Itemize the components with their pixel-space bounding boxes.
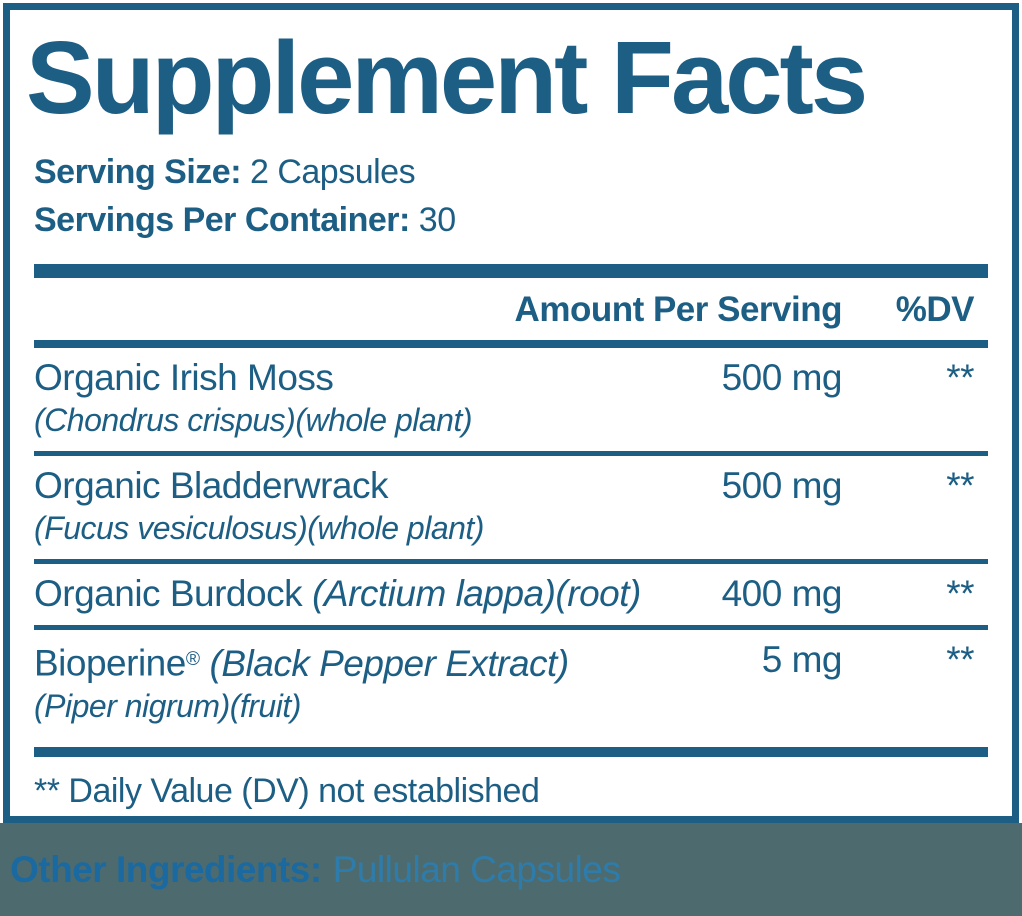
table-header-underline [34,340,988,349]
ingredient-latin-inline: (Arctium lappa)(root) [312,573,641,615]
table-header-row: Amount Per Serving %DV [34,290,988,330]
ingredient-row-burdock: Organic Burdock (Arctium lappa)(root) 400… [34,564,988,625]
panel-title: Supplement Facts [26,20,868,135]
servings-per-container-label: Servings Per Container: [34,201,410,240]
ingredient-amount: 500 mg [721,357,843,399]
ingredient-main-line: Organic Bladderwrack 500 mg ** [34,464,975,507]
ingredient-latin-name: (Piper nigrum)(fruit) [34,687,301,724]
daily-value-footnote: ** Daily Value (DV) not established [34,771,540,810]
other-ingredients-band: Other Ingredients: Pullulan Capsules [0,823,1022,916]
ingredient-name: Organic Burdock (Arctium lappa)(root) [34,573,641,615]
ingredient-amount: 5 mg [761,639,843,681]
ingredient-main-line: Bioperine® (Black Pepper Extract) 5 mg ** [34,638,975,685]
ingredient-main-line: Organic Burdock (Arctium lappa)(root) 400… [34,572,975,615]
registered-trademark-symbol: ® [185,649,200,671]
other-ingredients-label: Other Ingredients: [10,848,322,890]
ingredient-main-line: Organic Irish Moss 500 mg ** [34,356,975,399]
servings-per-container-line: Servings Per Container: 30 [34,196,988,244]
servings-per-container-value: 30 [418,201,456,240]
ingredient-dv: ** [946,639,974,681]
serving-size-label: Serving Size: [34,153,242,192]
row-divider [34,451,988,457]
row-divider [34,625,988,631]
footnote-divider [34,746,988,757]
ingredient-name: Organic Irish Moss [34,357,334,399]
ingredient-dv: ** [946,357,974,399]
ingredient-amount: 500 mg [721,465,843,507]
amount-per-serving-header: Amount Per Serving [514,290,843,330]
ingredient-amount: 400 mg [721,573,843,615]
ingredient-name: Bioperine® (Black Pepper Extract) [34,642,570,684]
supplement-facts-panel: Supplement Facts Serving Size: 2 Capsule… [3,3,1019,823]
serving-size-value: 2 Capsules [249,153,416,192]
serving-size-line: Serving Size: 2 Capsules [34,148,988,196]
ingredient-latin-name: (Chondrus crispus)(whole plant) [34,402,473,439]
percent-dv-header: %DV [895,290,975,330]
ingredient-dv: ** [946,573,974,615]
ingredient-latin-name: (Fucus vesiculosus)(whole plant) [34,510,484,547]
ingredient-detail-inline: (Black Pepper Extract) [209,642,570,684]
other-ingredients-value: Pullulan Capsules [332,848,621,890]
ingredient-name: Organic Bladderwrack [34,465,388,507]
ingredient-row-bioperine: Bioperine® (Black Pepper Extract) 5 mg **… [34,630,988,737]
ingredient-dv: ** [946,465,974,507]
serving-info: Serving Size: 2 Capsules Servings Per Co… [34,148,988,244]
panel-content: Serving Size: 2 Capsules Servings Per Co… [10,148,1012,811]
ingredient-row-bladderwrack: Organic Bladderwrack 500 mg ** (Fucus ve… [34,456,988,559]
table-top-bar [34,264,988,279]
ingredient-row-irish-moss: Organic Irish Moss 500 mg ** (Chondrus c… [34,348,988,451]
row-divider [34,559,988,565]
